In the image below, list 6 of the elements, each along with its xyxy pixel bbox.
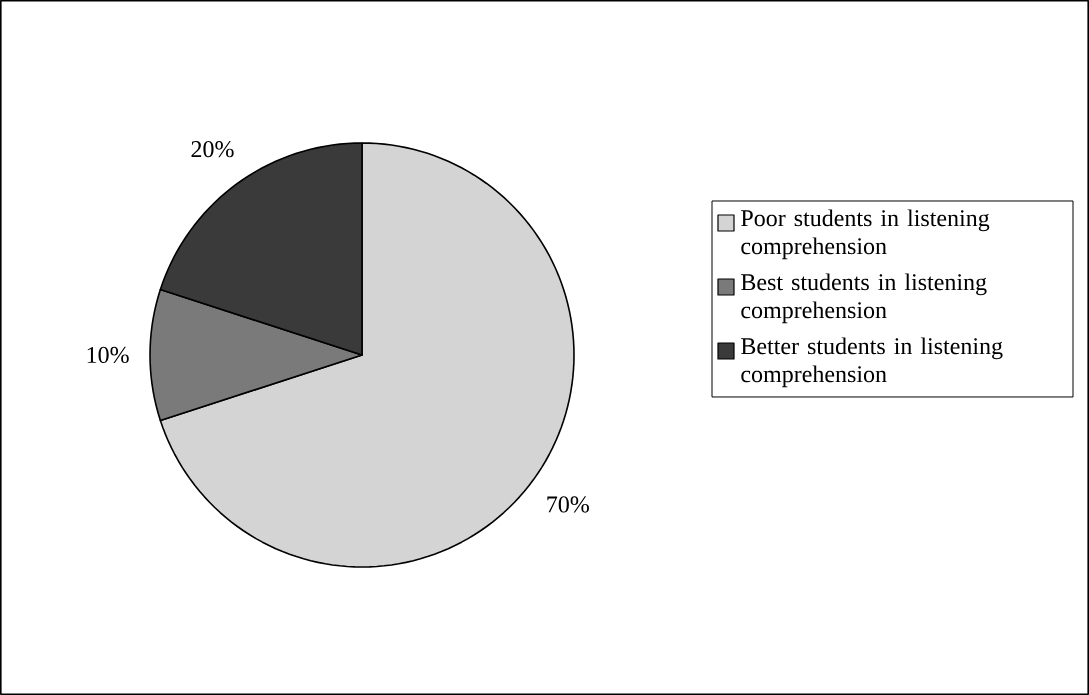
legend-label: Better students in listening comprehension xyxy=(741,337,1003,388)
legend-label: Poor students in listening comprehension xyxy=(741,209,990,260)
data-label: 20% xyxy=(191,141,234,158)
legend-label: Best students in listening comprehension xyxy=(741,273,987,324)
data-label: 70% xyxy=(547,496,589,513)
data-label: 10% xyxy=(87,346,129,364)
